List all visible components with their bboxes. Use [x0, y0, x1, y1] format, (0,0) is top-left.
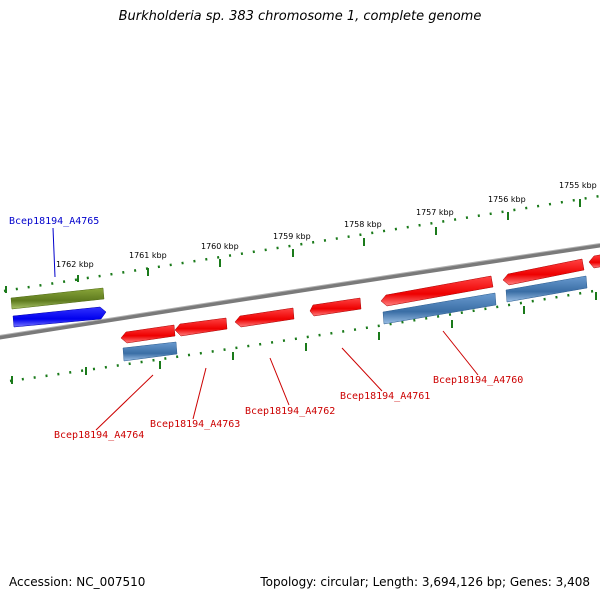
gene-feature-olive[interactable] — [10, 287, 105, 310]
scale-label: 1757 kbp — [416, 208, 454, 217]
leader-line — [95, 374, 154, 431]
gene-feature-steel[interactable] — [382, 292, 497, 325]
scale-label: 1756 kbp — [488, 195, 526, 204]
gene-feature[interactable] — [309, 297, 362, 317]
gene-label[interactable]: Bcep18194_A4764 — [54, 430, 144, 441]
lower-major-ticks — [11, 292, 597, 384]
scale-label: 1760 kbp — [201, 242, 239, 251]
gene-feature-steel[interactable] — [505, 275, 588, 303]
scale-label: 1761 kbp — [129, 251, 167, 260]
gene-feature-A4762[interactable] — [234, 307, 295, 328]
gene-feature-A4763[interactable] — [174, 317, 228, 337]
map-title: Burkholderia sp. 383 chromosome 1, compl… — [118, 9, 482, 24]
gene-feature[interactable] — [588, 254, 600, 269]
gene-label[interactable]: Bcep18194_A4765 — [9, 216, 99, 227]
gene-label[interactable]: Bcep18194_A4760 — [433, 375, 523, 386]
scale-label: 1759 kbp — [273, 232, 311, 241]
leader-line — [192, 367, 207, 420]
scale-label: 1758 kbp — [344, 220, 382, 229]
leader-line — [341, 347, 383, 392]
scale-label: 1755 kbp — [559, 181, 597, 190]
leader-line — [269, 357, 290, 406]
upper-major-ticks — [5, 199, 581, 293]
scale-label: 1762 kbp — [56, 260, 94, 269]
chromosome-backbone — [0, 243, 600, 340]
gene-label[interactable]: Bcep18194_A4762 — [245, 406, 335, 417]
gene-label[interactable]: Bcep18194_A4763 — [150, 419, 240, 430]
accession-text: Accession: NC_007510 — [9, 575, 146, 589]
gene-feature-A4765[interactable] — [12, 306, 107, 328]
gene-label[interactable]: Bcep18194_A4761 — [340, 391, 430, 402]
leader-line — [442, 330, 479, 376]
topology-text: Topology: circular; Length: 3,694,126 bp… — [260, 575, 590, 589]
gene-feature[interactable] — [502, 258, 585, 286]
upper-tick-track — [3, 194, 600, 293]
lower-tick-track — [9, 288, 600, 383]
gene-feature-steel[interactable] — [122, 341, 178, 362]
leader-line — [52, 227, 56, 278]
gene-feature-A4764[interactable] — [120, 324, 176, 344]
gene-feature-A4760[interactable] — [380, 275, 494, 307]
